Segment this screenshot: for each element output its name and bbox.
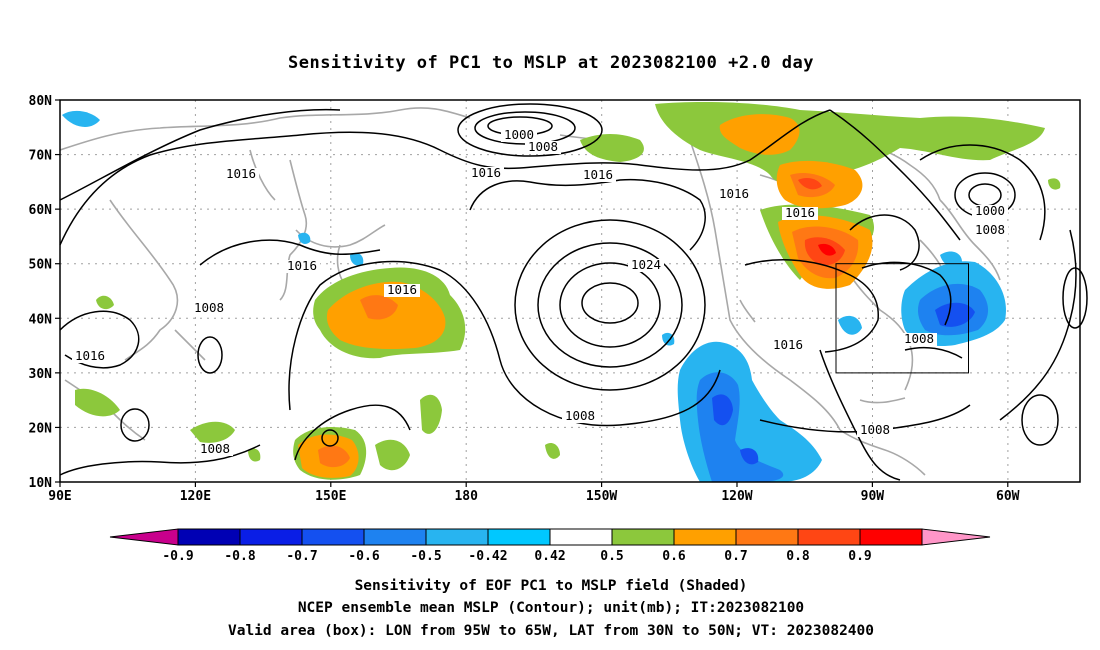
contour-label-bg — [191, 302, 227, 315]
contour-label-bg — [901, 333, 937, 346]
contour-label: 1016 — [226, 166, 256, 181]
lat-tick-label: 50N — [29, 258, 53, 273]
contour-label-bg — [628, 259, 664, 272]
colorbar-swatch — [549, 528, 613, 546]
lon-axis: 90E 120E 150E 180 150W 120W 90W 60W — [48, 482, 1020, 504]
lon-tick-label: 120W — [721, 489, 752, 504]
contour-label-bg — [501, 129, 537, 142]
contour-label: 1016 — [287, 258, 317, 273]
contour-label-bg — [972, 205, 1008, 218]
colorbar-tick-label: 0.7 — [724, 549, 747, 564]
colorbar-swatch — [611, 528, 675, 546]
contour-label-bg — [72, 350, 108, 363]
caption-line-1: Sensitivity of EOF PC1 to MSLP field (Sh… — [355, 578, 748, 594]
colorbar-arrow-right — [921, 528, 991, 546]
contour-label-bg — [972, 224, 1008, 237]
mslp-contours — [59, 103, 1088, 481]
valid-area-box — [835, 263, 969, 374]
contour-label-bg — [782, 207, 818, 220]
contour-label: 1008 — [904, 331, 934, 346]
lon-tick-label: 150W — [586, 489, 617, 504]
colorbar-swatch — [735, 528, 799, 546]
colorbar-swatch — [239, 528, 303, 546]
contour-label: 1024 — [631, 257, 661, 272]
map-frame — [59, 99, 1081, 483]
contour-label-bg — [284, 260, 320, 273]
colorbar-tick-label: -0.6 — [348, 549, 379, 564]
contour-label-bg — [468, 167, 504, 180]
lat-tick-label: 20N — [29, 421, 53, 436]
colorbar: -0.9 -0.8 -0.7 -0.6 -0.5 -0.42 0.42 0.5 0.6 0.7 0.… — [109, 528, 991, 564]
contour-label: 1008 — [528, 139, 558, 154]
lat-tick-label: 10N — [29, 476, 53, 491]
colorbar-swatch — [301, 528, 365, 546]
shading-negative — [62, 110, 1006, 482]
caption-line-2: NCEP ensemble mean MSLP (Contour); unit(… — [298, 600, 804, 616]
colorbar-swatch — [673, 528, 737, 546]
contour-label: 1016 — [75, 348, 105, 363]
contour-label: 1016 — [785, 205, 815, 220]
contour-label-bg — [562, 410, 598, 423]
caption-line-3: Valid area (box): LON from 95W to 65W, L… — [228, 623, 874, 639]
contour-label-bg — [197, 443, 233, 456]
contour-label-bg — [384, 284, 420, 297]
contour-label: 1016 — [719, 186, 749, 201]
colorbar-swatch — [487, 528, 551, 546]
contour-label: 1000 — [504, 127, 534, 142]
colorbar-swatch — [425, 528, 489, 546]
contour-label: 1008 — [565, 408, 595, 423]
lat-tick-label: 40N — [29, 312, 53, 327]
colorbar-arrow-left — [109, 528, 179, 546]
contour-label: 1008 — [975, 222, 1005, 237]
colorbar-tick-label: -0.5 — [410, 549, 441, 564]
colorbar-swatch — [177, 528, 241, 546]
contour-label: 1008 — [860, 422, 890, 437]
lat-tick-label: 80N — [29, 94, 53, 109]
lon-tick-label: 180 — [454, 489, 478, 504]
contour-label-bg — [223, 168, 259, 181]
colorbar-tick-label: -0.7 — [286, 549, 317, 564]
colorbar-tick-label: 0.5 — [600, 549, 623, 564]
contour-label: 1016 — [471, 165, 501, 180]
colorbar-tick-label: 0.42 — [534, 549, 565, 564]
contour-label-bg — [770, 339, 806, 352]
colorbar-swatch — [859, 528, 923, 546]
shading-positive-warm — [298, 114, 873, 478]
colorbar-tick-label: 0.9 — [848, 549, 871, 564]
colorbar-tick-label: 0.6 — [662, 549, 686, 564]
lon-tick-label: 120E — [180, 489, 211, 504]
contour-label: 1000 — [975, 203, 1005, 218]
contour-label: 1008 — [200, 441, 230, 456]
contour-label: 1016 — [583, 167, 613, 182]
lon-tick-label: 90W — [861, 489, 885, 504]
colorbar-tick-label: -0.9 — [162, 549, 193, 564]
colorbar-swatch — [363, 528, 427, 546]
figure-title: Sensitivity of PC1 to MSLP at 2023082100… — [288, 53, 814, 73]
lon-tick-label: 150E — [315, 489, 346, 504]
contour-label: 1016 — [387, 282, 417, 297]
contour-label-bg — [525, 141, 561, 154]
colorbar-tick-label: -0.8 — [224, 549, 255, 564]
lon-tick-label: 90E — [48, 489, 71, 504]
colorbar-tick-label: -0.42 — [468, 549, 507, 564]
contour-label-bg — [716, 188, 752, 201]
lat-axis: 80N 70N 60N 50N 40N 30N 20N 10N — [29, 94, 60, 491]
lon-tick-label: 60W — [996, 489, 1020, 504]
lat-tick-label: 70N — [29, 149, 53, 164]
contour-label-bg — [857, 424, 893, 437]
colorbar-tick-label: 0.8 — [786, 549, 810, 564]
contour-label: 1016 — [773, 337, 803, 352]
contour-label-bg — [580, 169, 616, 182]
contour-label: 1008 — [194, 300, 224, 315]
lat-tick-label: 60N — [29, 203, 53, 218]
lat-tick-label: 30N — [29, 367, 53, 382]
colorbar-swatch — [797, 528, 861, 546]
